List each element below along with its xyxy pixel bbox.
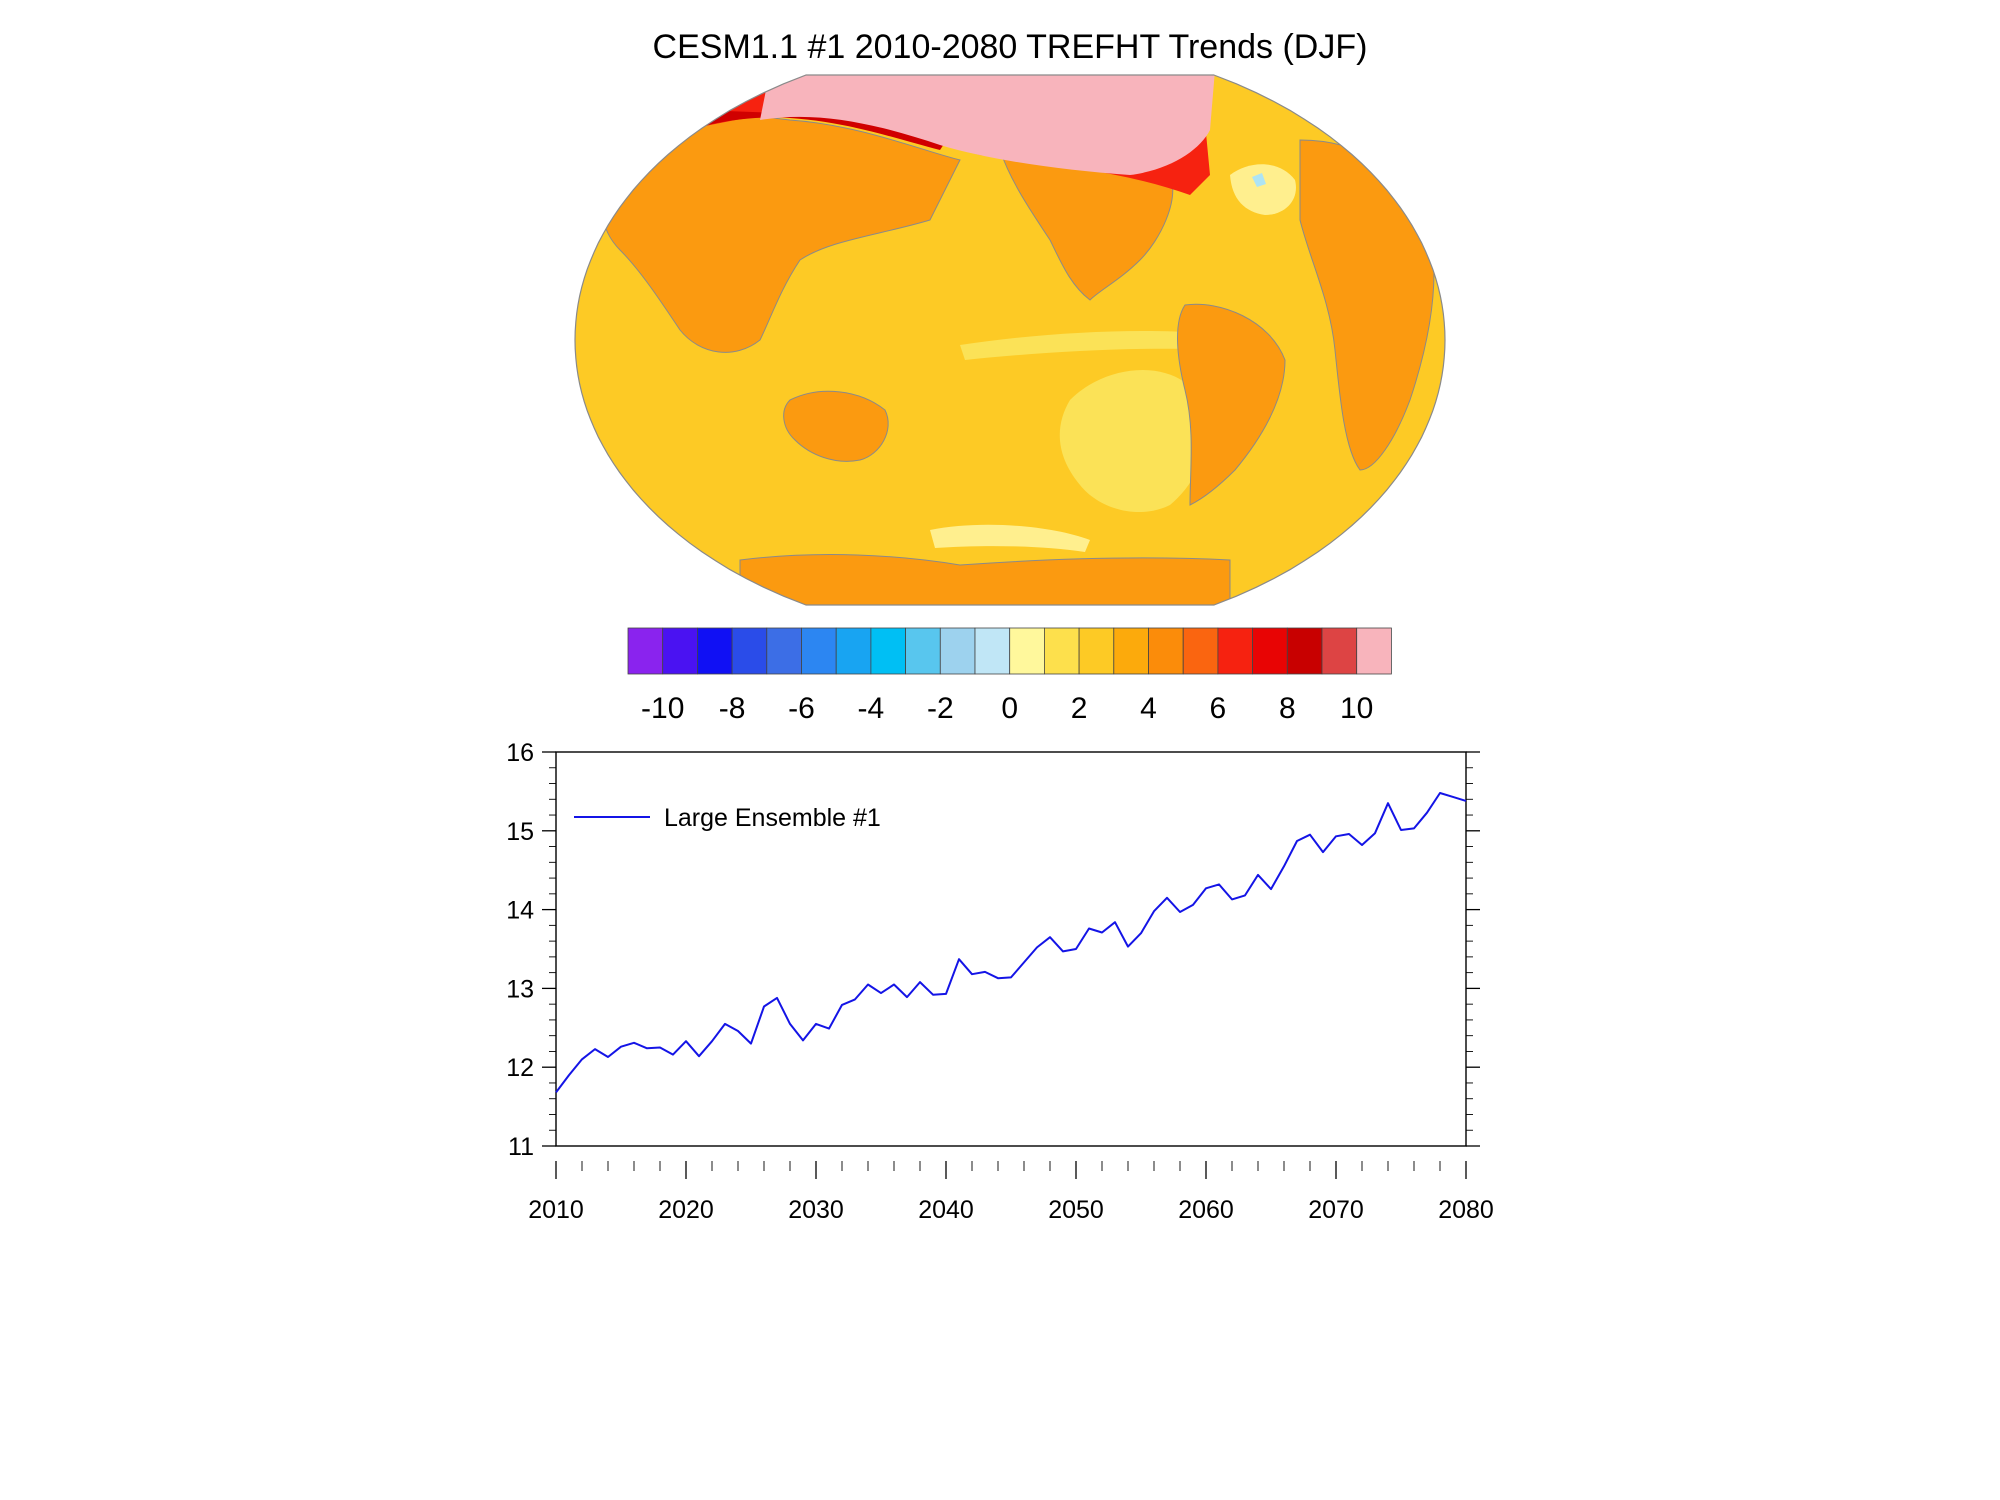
colorbar-swatch (974, 627, 1011, 675)
colorbar-label: -4 (858, 692, 885, 725)
y-tick-label: 15 (506, 818, 534, 846)
colorbar-swatch (835, 627, 872, 675)
y-tick-label: 12 (506, 1054, 534, 1082)
colorbar-label: 4 (1140, 692, 1157, 725)
x-tick-label: 2050 (1048, 1196, 1104, 1224)
y-tick-label: 11 (508, 1133, 534, 1161)
colorbar-swatch (766, 627, 802, 675)
colorbar-swatch (1286, 627, 1323, 675)
colorbar-swatch (1182, 627, 1219, 675)
map-australia (783, 390, 889, 462)
map-asia (600, 115, 961, 353)
colorbar-label: -10 (641, 692, 684, 725)
colorbar-label: -8 (719, 692, 746, 725)
colorbar-label: 0 (1001, 692, 1018, 725)
colorbar-swatch (1148, 627, 1184, 675)
colorbar-label: 2 (1071, 692, 1088, 725)
map-south-pacific-blob (1059, 370, 1206, 513)
legend-label: Large Ensemble #1 (664, 804, 881, 832)
colorbar-label: 6 (1210, 692, 1227, 725)
x-tick-label: 2070 (1308, 1196, 1364, 1224)
colorbar-label: -6 (788, 692, 815, 725)
y-tick-label: 13 (506, 975, 534, 1003)
colorbar-swatch (905, 627, 941, 675)
y-tick-label: 16 (506, 739, 534, 767)
colorbar-swatch (1044, 627, 1080, 675)
x-tick-label: 2020 (658, 1196, 714, 1224)
x-tick-label: 2040 (918, 1196, 974, 1224)
colorbar-swatch (1217, 627, 1254, 675)
map-arctic-pink-cap (760, 75, 1215, 175)
x-tick-label: 2060 (1178, 1196, 1234, 1224)
colorbar-swatch (697, 627, 733, 675)
figure-title: CESM1.1 #1 2010-2080 TREFHT Trends (DJF) (653, 28, 1368, 66)
x-tick-label: 2030 (788, 1196, 844, 1224)
colorbar-label: 10 (1340, 692, 1373, 725)
x-tick-label: 2080 (1438, 1196, 1494, 1224)
series-line-large-ensemble-1 (555, 792, 1467, 1094)
colorbar-swatch (870, 627, 907, 675)
colorbar-swatch (1252, 627, 1288, 675)
colorbar-swatch (1321, 627, 1358, 675)
line-chart: 11 12 13 14 15 16 2010 2020 2030 2040 2050 2060 2070… (506, 739, 1494, 1224)
map-north-atlantic-pale (1230, 164, 1296, 215)
map-south-america (1177, 303, 1286, 506)
map-southern-ocean-band (930, 524, 1090, 552)
plot-frame (555, 751, 1467, 1147)
colorbar-swatch (731, 627, 768, 675)
colorbar-label: 8 (1279, 692, 1296, 725)
colorbar-swatch (1009, 627, 1045, 675)
colorbar-swatch (662, 627, 698, 675)
colorbar: -10 -8 -6 -4 -2 0 2 4 6 8 10 (627, 627, 1392, 725)
map-outline (574, 74, 1446, 606)
colorbar-swatch (1113, 627, 1149, 675)
map-cold-spot (1252, 173, 1266, 187)
x-tick-label: 2010 (528, 1196, 584, 1224)
y-tick-label: 14 (506, 897, 534, 925)
colorbar-swatch (627, 627, 664, 675)
map-antarctica (739, 554, 1231, 605)
colorbar-swatch (1078, 627, 1115, 675)
colorbar-swatch (801, 627, 837, 675)
colorbar-swatch (939, 627, 976, 675)
world-map (574, 74, 1446, 606)
colorbar-label: -2 (927, 692, 954, 725)
colorbar-swatch (1356, 627, 1392, 675)
